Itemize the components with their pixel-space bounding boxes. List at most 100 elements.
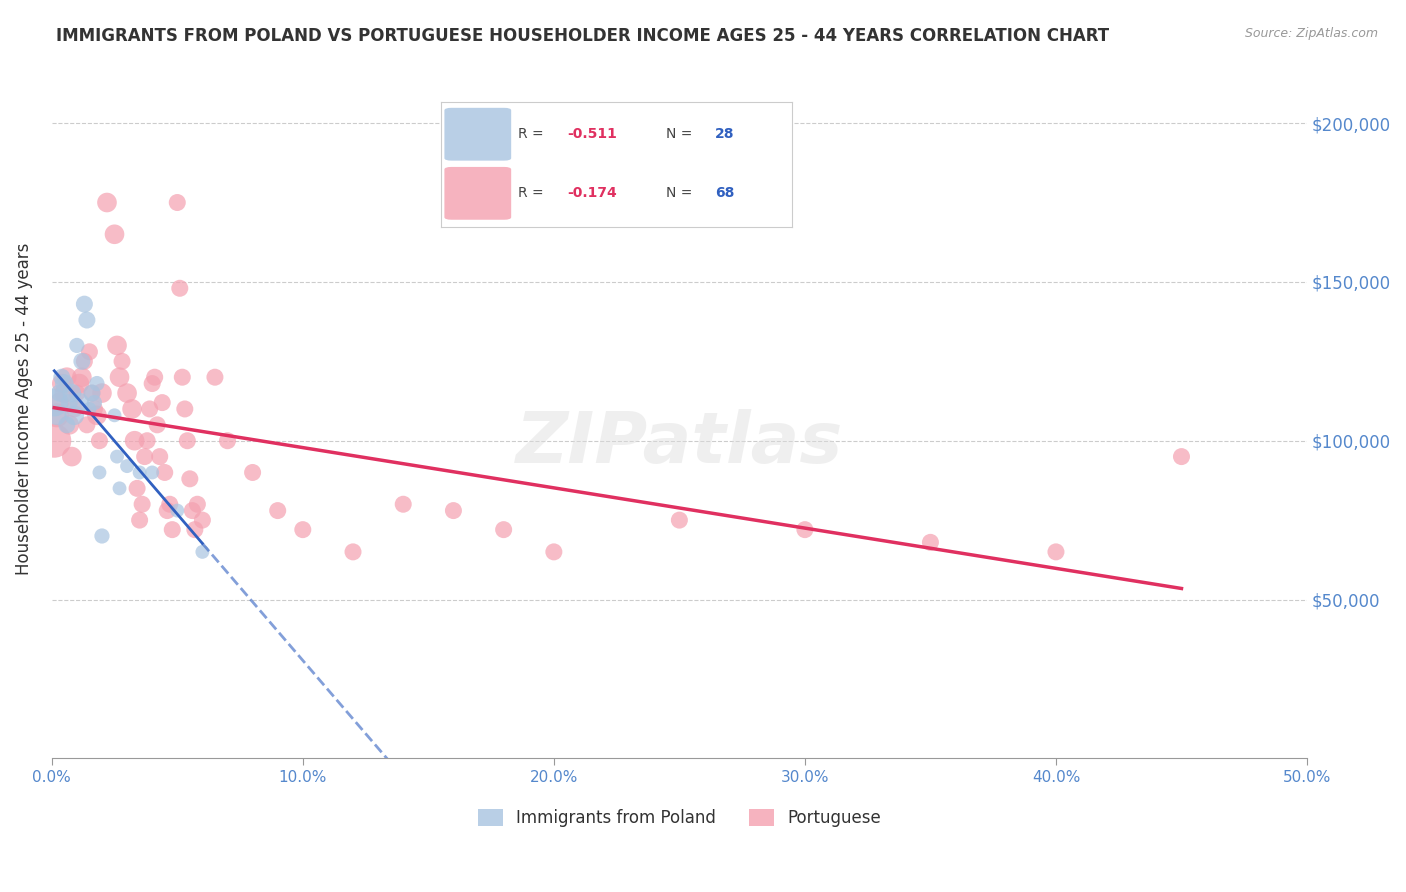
Point <box>184 523 207 537</box>
Point <box>44 395 66 409</box>
Point <box>124 434 146 448</box>
Point <box>134 450 156 464</box>
Point <box>156 503 179 517</box>
Point <box>111 354 134 368</box>
Point <box>66 338 89 352</box>
Point <box>1170 450 1192 464</box>
Point <box>96 195 118 210</box>
Point <box>51 376 73 391</box>
Point <box>53 386 76 401</box>
Point <box>128 513 150 527</box>
Point <box>56 417 79 432</box>
Point <box>45 409 67 423</box>
Point <box>141 466 163 480</box>
Point <box>86 409 108 423</box>
Text: IMMIGRANTS FROM POLAND VS PORTUGUESE HOUSEHOLDER INCOME AGES 25 - 44 YEARS CORRE: IMMIGRANTS FROM POLAND VS PORTUGUESE HOU… <box>56 27 1109 45</box>
Point <box>186 497 208 511</box>
Point <box>89 466 111 480</box>
Point <box>217 434 239 448</box>
Point <box>181 503 204 517</box>
Point <box>103 409 125 423</box>
Point <box>668 513 690 527</box>
Point <box>56 370 79 384</box>
Point <box>441 503 464 517</box>
Point <box>51 370 73 384</box>
Point <box>127 481 149 495</box>
Point <box>793 523 815 537</box>
Point <box>143 370 166 384</box>
Point <box>60 450 83 464</box>
Point <box>58 417 80 432</box>
Point <box>131 497 153 511</box>
Point <box>342 545 364 559</box>
Point <box>80 386 103 401</box>
Point <box>60 386 83 401</box>
Point <box>70 354 93 368</box>
Point <box>176 434 198 448</box>
Point <box>492 523 515 537</box>
Point <box>83 395 105 409</box>
Point <box>146 417 169 432</box>
Point <box>79 401 101 416</box>
Point <box>150 395 173 409</box>
Point <box>108 481 131 495</box>
Point <box>191 545 214 559</box>
Point <box>91 386 114 401</box>
Point <box>53 376 76 391</box>
Point <box>73 297 96 311</box>
Point <box>76 313 98 327</box>
Point <box>920 535 942 549</box>
Point <box>44 434 66 448</box>
Point <box>138 401 160 416</box>
Text: Source: ZipAtlas.com: Source: ZipAtlas.com <box>1244 27 1378 40</box>
Point <box>63 401 86 416</box>
Legend: Immigrants from Poland, Portuguese: Immigrants from Poland, Portuguese <box>471 802 887 834</box>
Point <box>103 227 125 242</box>
Point <box>173 401 195 416</box>
Point <box>89 434 111 448</box>
Point <box>128 466 150 480</box>
Point <box>121 401 143 416</box>
Point <box>115 386 138 401</box>
Point <box>166 503 188 517</box>
Point <box>48 395 70 409</box>
Point <box>79 344 101 359</box>
Point <box>66 386 89 401</box>
Point <box>166 195 188 210</box>
Point <box>67 376 90 391</box>
Point <box>141 376 163 391</box>
Text: ZIPatlas: ZIPatlas <box>516 409 844 478</box>
Point <box>136 434 159 448</box>
Point <box>392 497 415 511</box>
Point <box>105 338 128 352</box>
Point <box>105 450 128 464</box>
Point <box>169 281 191 295</box>
Point <box>191 513 214 527</box>
Point <box>172 370 194 384</box>
Y-axis label: Householder Income Ages 25 - 44 years: Householder Income Ages 25 - 44 years <box>15 243 32 575</box>
Point <box>543 545 565 559</box>
Point <box>63 409 86 423</box>
Point <box>1045 545 1067 559</box>
Point <box>58 395 80 409</box>
Point <box>267 503 290 517</box>
Point <box>162 523 184 537</box>
Point <box>179 472 201 486</box>
Point <box>83 401 105 416</box>
Point <box>159 497 181 511</box>
Point <box>115 459 138 474</box>
Point <box>45 409 67 423</box>
Point <box>149 450 172 464</box>
Point <box>242 466 264 480</box>
Point <box>70 370 93 384</box>
Point <box>108 370 131 384</box>
Point <box>204 370 226 384</box>
Point <box>48 386 70 401</box>
Point <box>67 395 90 409</box>
Point <box>86 376 108 391</box>
Point <box>80 386 103 401</box>
Point <box>153 466 176 480</box>
Point <box>291 523 314 537</box>
Point <box>73 354 96 368</box>
Point <box>76 417 98 432</box>
